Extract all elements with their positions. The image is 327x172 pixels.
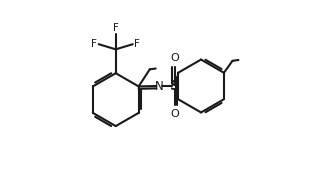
Text: O: O xyxy=(170,53,179,63)
Text: O: O xyxy=(170,109,179,119)
Text: N: N xyxy=(155,79,164,93)
Text: F: F xyxy=(113,23,119,33)
Text: S: S xyxy=(170,79,180,93)
Text: F: F xyxy=(134,39,140,49)
Text: F: F xyxy=(92,39,97,49)
